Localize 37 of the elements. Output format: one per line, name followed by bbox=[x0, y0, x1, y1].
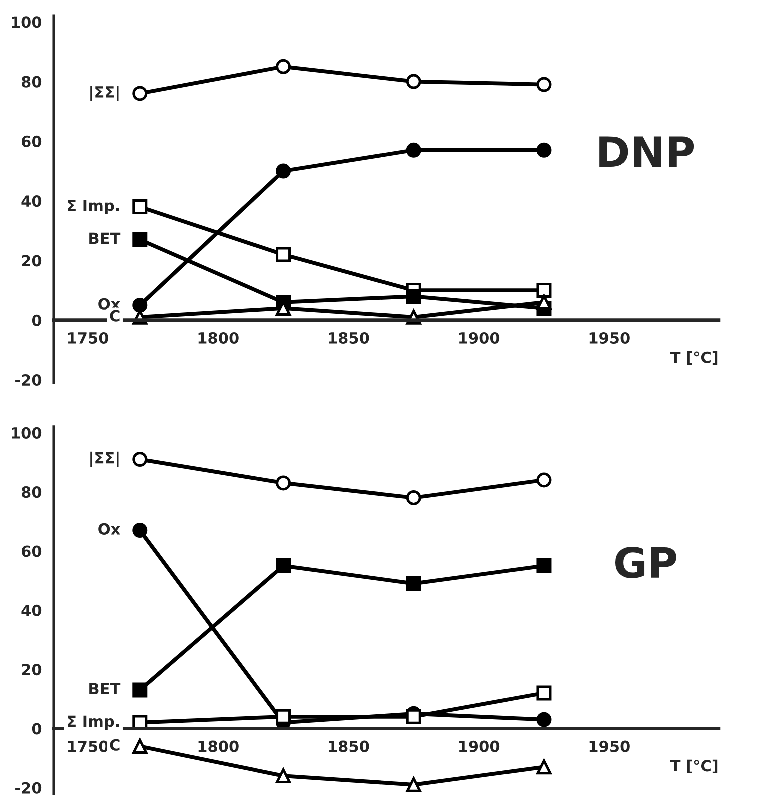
y-tick-label: 20 bbox=[22, 255, 42, 267]
series-label: |ΣΣ| bbox=[90, 86, 119, 102]
y-tick-label: -20 bbox=[16, 782, 42, 794]
x-tick-label: 1950 bbox=[590, 332, 630, 344]
series-label: Σ Imp. bbox=[68, 200, 120, 214]
y-tick-label: 0 bbox=[32, 723, 42, 735]
y-tick-label: 60 bbox=[22, 136, 42, 148]
y-tick-label: 100 bbox=[12, 427, 42, 439]
series-label: Ox bbox=[98, 523, 120, 535]
annotation: DNP bbox=[600, 136, 694, 168]
y-tick-label: 40 bbox=[22, 604, 42, 616]
x-tick-label: 1900 bbox=[460, 332, 500, 344]
series-label: C bbox=[110, 739, 120, 751]
x-tick-label: 1750 bbox=[68, 332, 109, 344]
x-tick-label: 1750 bbox=[68, 740, 109, 752]
y-tick-label: 40 bbox=[22, 196, 42, 208]
x-tick-label: 1850 bbox=[329, 332, 370, 344]
x-tick-label: 1850 bbox=[329, 740, 370, 752]
x-tick-label: 1800 bbox=[198, 740, 239, 752]
series-label: BET bbox=[90, 232, 121, 244]
y-tick-label: 0 bbox=[32, 314, 42, 326]
series-label: Σ Imp. bbox=[68, 716, 120, 730]
annotation: GP bbox=[615, 546, 676, 578]
series-label: BET bbox=[90, 683, 121, 694]
y-tick-label: 100 bbox=[12, 16, 42, 28]
y-tick-label: 80 bbox=[22, 76, 42, 88]
y-tick-label: 60 bbox=[22, 546, 42, 558]
y-tick-label: -20 bbox=[16, 374, 42, 386]
x-tick-label: 1900 bbox=[460, 740, 500, 752]
y-tick-label: 20 bbox=[22, 664, 42, 676]
x-axis-title: T [°C] bbox=[670, 352, 718, 366]
x-axis-title: T [°C] bbox=[670, 760, 718, 774]
x-tick-label: 1800 bbox=[198, 332, 239, 344]
series-label: |ΣΣ| bbox=[90, 452, 119, 468]
y-tick-label: 80 bbox=[22, 486, 42, 498]
series-label: C bbox=[110, 310, 120, 322]
x-tick-label: 1950 bbox=[590, 740, 630, 752]
